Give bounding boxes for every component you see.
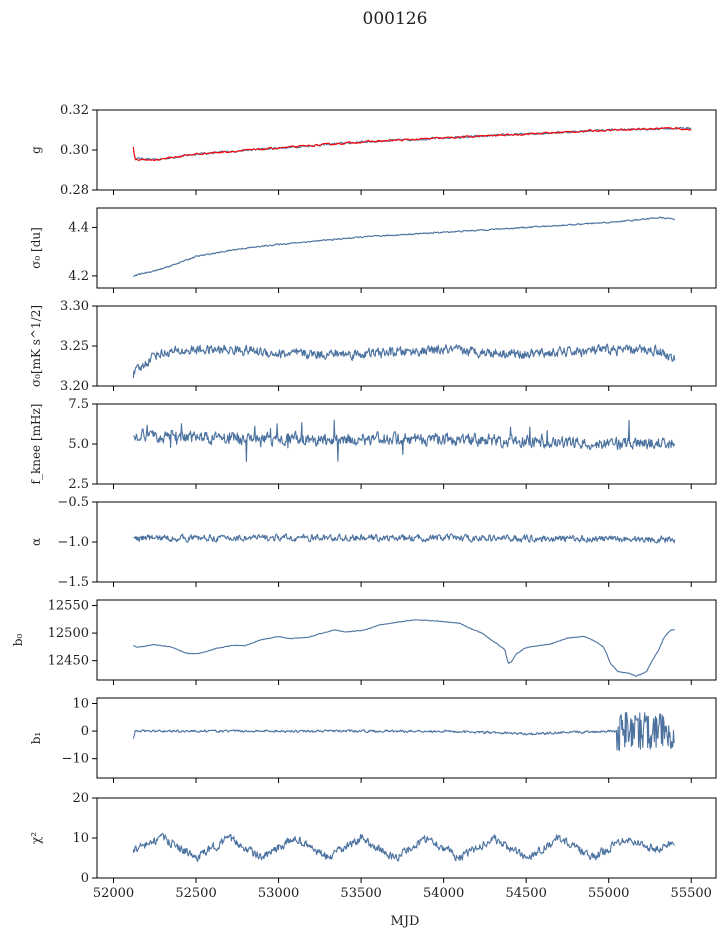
y-tick-label: 0 xyxy=(81,724,89,739)
y-axis-label: g xyxy=(29,146,43,154)
series-line xyxy=(133,619,675,677)
y-axis-label: χ² xyxy=(29,832,43,844)
panel-frame xyxy=(96,305,717,387)
series-line xyxy=(132,419,676,463)
y-axis-label: σ₀[mK s^1/2] xyxy=(29,305,43,387)
y-tick-label: 3.30 xyxy=(60,299,89,314)
y-tick-label: 10 xyxy=(72,831,89,846)
y-tick-label: −10 xyxy=(62,752,89,767)
panel-g: 0.28 0.30 0.32 g xyxy=(29,103,717,198)
y-tick-label: 0 xyxy=(81,871,89,886)
y-tick-label: 0.28 xyxy=(60,183,89,198)
y-axis-label: b₀ xyxy=(11,634,25,647)
x-tick-label: 54500 xyxy=(505,886,546,901)
y-tick-label: 3.25 xyxy=(60,339,89,354)
panel-alpha: −1.5 −1.0 −0.5 α xyxy=(29,495,717,590)
y-tick-label: 7.5 xyxy=(68,397,89,412)
figure-title: 000126 xyxy=(363,9,428,29)
y-tick-label: 0.32 xyxy=(60,103,89,118)
x-tick-label: 53500 xyxy=(340,886,381,901)
panel-chi2: 0 10 20 52000 52500 53000 53500 54000 54500 55000… xyxy=(29,791,717,901)
y-tick-label: 12450 xyxy=(48,654,89,669)
panel-sigma0_mk: 3.20 3.25 3.30 σ₀[mK s^1/2] xyxy=(29,299,717,394)
panel-frame xyxy=(96,797,717,879)
x-tick-label: 54000 xyxy=(423,886,464,901)
y-tick-label: −0.5 xyxy=(57,495,89,510)
x-tick-label: 53000 xyxy=(258,886,299,901)
y-tick-label: 0.30 xyxy=(60,143,89,158)
x-tick-label: 52000 xyxy=(93,886,134,901)
y-tick-label: 12550 xyxy=(48,599,89,614)
y-tick-label: 4.2 xyxy=(68,269,89,284)
y-axis-label: f_knee [mHz] xyxy=(29,404,43,485)
y-axis-label: b₁ xyxy=(29,732,43,745)
series-line xyxy=(132,343,676,379)
x-tick-label: 52500 xyxy=(175,886,216,901)
panel-frame xyxy=(96,403,717,485)
x-axis-label: MJD xyxy=(391,914,420,929)
y-tick-label: 3.20 xyxy=(60,379,89,394)
panel-frame xyxy=(96,207,717,289)
y-tick-label: 20 xyxy=(72,791,89,806)
panel-frame xyxy=(96,599,717,681)
y-axis-label: σ₀ [du] xyxy=(29,227,43,269)
panel-b1: −10 0 10 b₁ xyxy=(29,697,717,783)
y-tick-label: 5.0 xyxy=(68,437,89,452)
y-tick-label: −1.0 xyxy=(57,535,89,550)
y-tick-label: 12500 xyxy=(48,626,89,641)
y-tick-label: 4.4 xyxy=(68,220,89,235)
series-line xyxy=(132,712,675,751)
series-line xyxy=(132,832,675,862)
y-tick-label: 2.5 xyxy=(68,477,89,492)
y-tick-label: 10 xyxy=(72,697,89,712)
y-axis-label: α xyxy=(29,538,43,546)
series-line-overlay xyxy=(132,126,692,162)
series-line xyxy=(132,126,692,161)
x-tick-label: 55000 xyxy=(588,886,629,901)
panel-sigma0_du: 4.2 4.4 σ₀ [du] xyxy=(29,207,717,293)
panel-b0: 12450 12500 12550 b₀ xyxy=(11,599,717,685)
x-tick-label: 55500 xyxy=(671,886,712,901)
panel-fknee: 2.5 5.0 7.5 f_knee [mHz] xyxy=(29,397,717,492)
panel-frame xyxy=(96,697,717,779)
y-tick-label: −1.5 xyxy=(57,575,89,590)
series-line xyxy=(133,216,676,277)
panel-frame xyxy=(96,109,717,191)
panel-frame xyxy=(96,501,717,583)
series-line xyxy=(133,533,676,544)
